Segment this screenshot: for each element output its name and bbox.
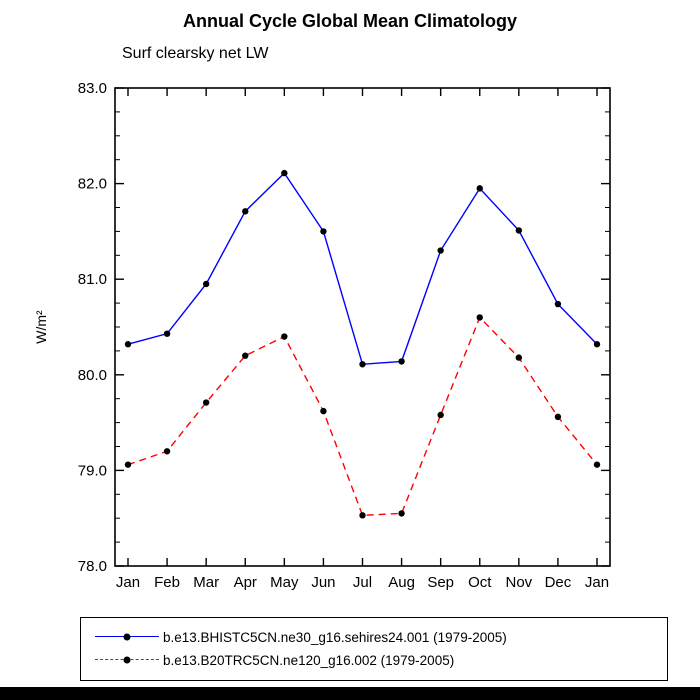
red-series-marker bbox=[515, 354, 523, 361]
chart-subtitle: Surf clearsky net LW bbox=[122, 45, 269, 62]
red-series-marker bbox=[320, 407, 327, 415]
bottom-black-bar bbox=[0, 687, 700, 700]
blue-series-marker bbox=[593, 341, 601, 348]
x-tick-label: Feb bbox=[154, 574, 180, 591]
blue-series-marker bbox=[515, 227, 523, 234]
blue-series-marker bbox=[476, 185, 483, 192]
x-tick-label: Jun bbox=[311, 574, 335, 591]
plot-frame bbox=[114, 87, 611, 567]
black-dot-marker-icon bbox=[123, 633, 131, 641]
red-series-marker bbox=[124, 461, 132, 468]
red-series-marker bbox=[554, 413, 562, 421]
red-series-marker bbox=[476, 314, 483, 321]
red-series-marker bbox=[437, 411, 444, 419]
x-tick-label: Apr bbox=[234, 574, 257, 591]
blue-series-marker bbox=[554, 300, 562, 308]
red-series-marker bbox=[359, 512, 366, 519]
blue-series-marker bbox=[124, 341, 132, 348]
x-tick-label: Jan bbox=[585, 574, 609, 591]
blue-series-line-sample bbox=[95, 631, 159, 644]
y-tick-label: 82.0 bbox=[78, 176, 107, 193]
blue-series-marker bbox=[398, 358, 405, 365]
x-tick-label: Dec bbox=[545, 574, 572, 591]
y-tick-label: 81.0 bbox=[78, 271, 107, 288]
line-chart: 78.0 79.0 80.0 81.0 82.0 83.0 Jan Feb Mar Apr May J… bbox=[33, 80, 611, 591]
blue-series-marker bbox=[202, 280, 210, 288]
x-tick-label: Jul bbox=[353, 574, 372, 591]
y-tick-label: 78.0 bbox=[78, 558, 107, 575]
x-tick-label: Aug bbox=[388, 574, 415, 591]
blue-series-marker bbox=[320, 228, 327, 235]
red-series-marker bbox=[593, 461, 601, 468]
blue-series-line bbox=[127, 171, 598, 366]
black-dot-marker-icon bbox=[123, 656, 131, 664]
red-series-marker bbox=[398, 510, 405, 517]
chart-title: Annual Cycle Global Mean Climatology bbox=[182, 11, 518, 31]
x-tick-label: Jan bbox=[116, 574, 140, 591]
y-axis-title: W/m² bbox=[33, 310, 49, 344]
blue-series-marker bbox=[281, 169, 288, 177]
x-tick-label: Sep bbox=[427, 574, 454, 591]
x-tick-label: Oct bbox=[468, 574, 492, 591]
red-series-marker bbox=[281, 333, 288, 340]
y-tick-label: 79.0 bbox=[78, 462, 107, 479]
red-series-line-sample bbox=[95, 654, 159, 667]
blue-series-marker bbox=[242, 208, 249, 215]
x-tick-label: Nov bbox=[505, 574, 532, 591]
legend-label-red-series: b.e13.B20TRC5CN.ne120_g16.002 (1979-2005… bbox=[163, 653, 455, 668]
blue-series-marker bbox=[437, 247, 444, 254]
red-series-line bbox=[127, 316, 598, 517]
blue-series-marker bbox=[359, 361, 366, 368]
legend-item-blue-series: b.e13.BHISTC5CN.ne30_g16.sehires24.001 (… bbox=[95, 630, 667, 645]
red-series-marker bbox=[202, 399, 210, 406]
x-tick-label: Mar bbox=[193, 574, 219, 591]
x-tick-label: May bbox=[270, 574, 299, 591]
legend-label-blue-series: b.e13.BHISTC5CN.ne30_g16.sehires24.001 (… bbox=[163, 630, 507, 645]
blue-series-marker bbox=[163, 330, 171, 337]
red-series-marker bbox=[163, 448, 171, 455]
legend-item-red-series: b.e13.B20TRC5CN.ne120_g16.002 (1979-2005… bbox=[95, 653, 667, 668]
red-series-marker bbox=[242, 352, 249, 359]
y-tick-label: 83.0 bbox=[78, 80, 107, 97]
legend-box: b.e13.BHISTC5CN.ne30_g16.sehires24.001 (… bbox=[80, 617, 668, 681]
y-tick-label: 80.0 bbox=[78, 367, 107, 384]
